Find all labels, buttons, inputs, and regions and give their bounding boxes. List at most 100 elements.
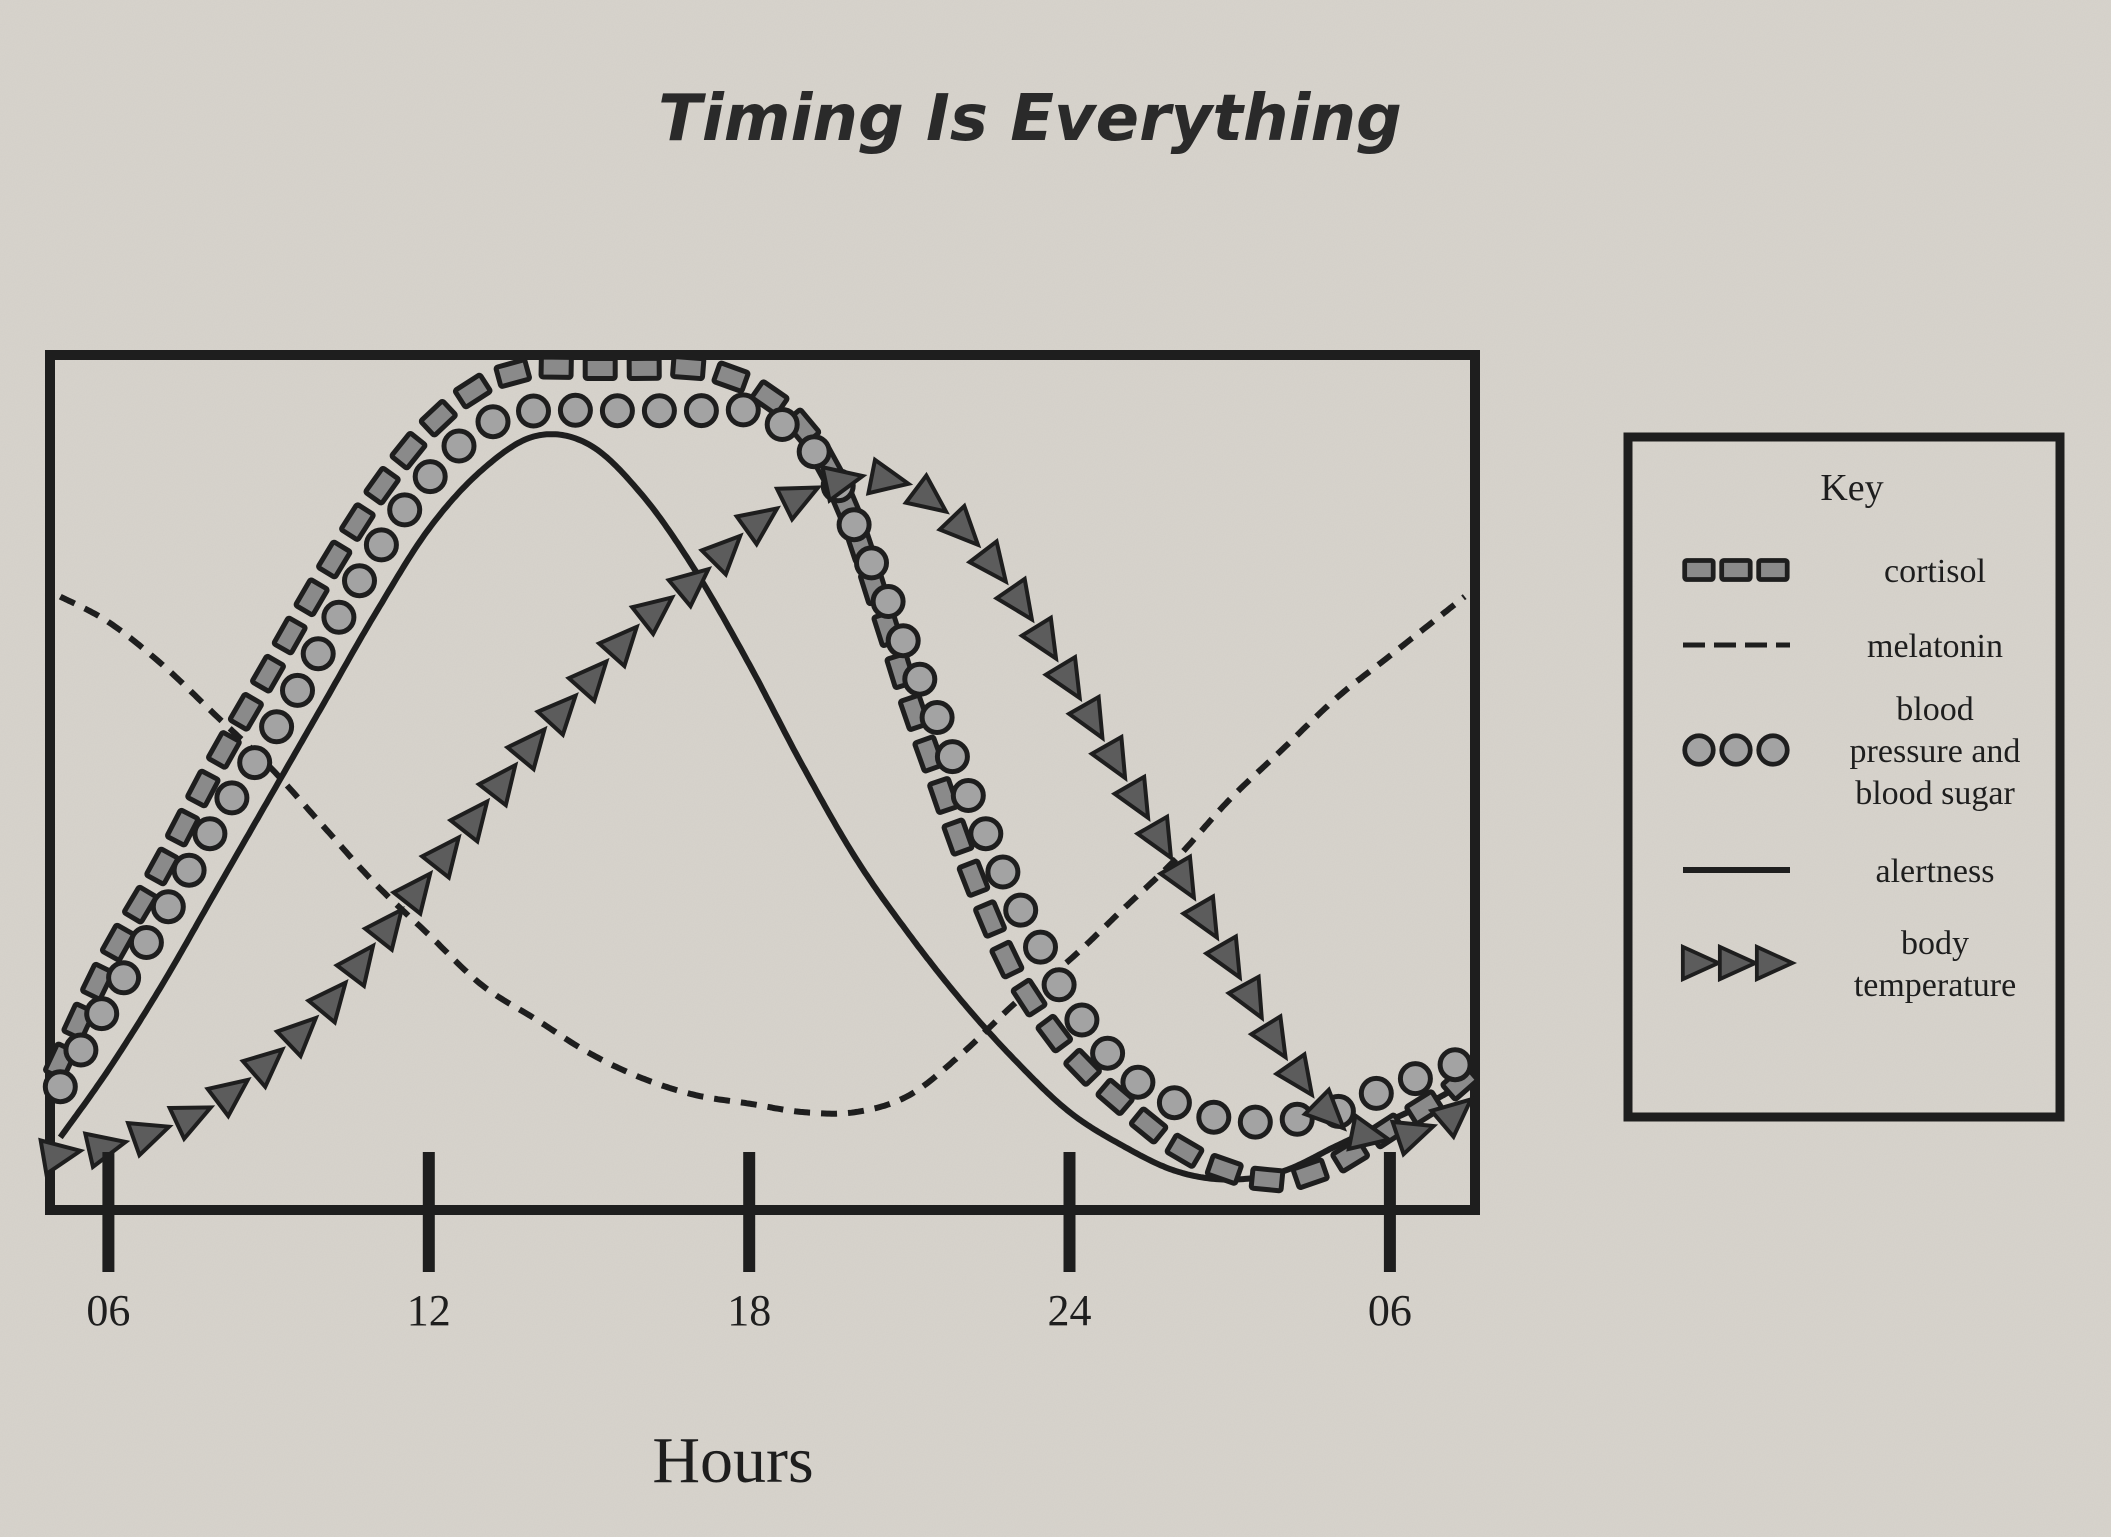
series-marker-blood-pressure-and-blood-sugar: [363, 527, 399, 563]
series-marker-cortisol: [1248, 1165, 1286, 1194]
series-marker-body-temperature: [166, 1105, 216, 1143]
series-marker-blood-pressure-and-blood-sugar: [1358, 1075, 1394, 1111]
series-marker-blood-pressure-and-blood-sugar: [885, 623, 921, 659]
legend-label: body temperature: [1854, 925, 2016, 1004]
series-marker-blood-pressure-and-blood-sugar: [1064, 1002, 1100, 1038]
series-marker-blood-pressure-and-blood-sugar: [150, 889, 186, 925]
legend-swatch-marker: [1719, 733, 1753, 767]
x-tick-label: 06: [86, 1286, 130, 1335]
series-marker-cortisol: [973, 899, 1007, 939]
series-marker-blood-pressure-and-blood-sugar: [968, 816, 1004, 852]
series-marker-cortisol: [626, 355, 662, 381]
series-marker-blood-pressure-and-blood-sugar: [1437, 1047, 1473, 1083]
series-marker-cortisol: [956, 858, 991, 898]
series-marker-cortisol: [711, 360, 751, 394]
series-marker-blood-pressure-and-blood-sugar: [475, 404, 511, 440]
series-marker-body-temperature: [733, 505, 781, 548]
series-marker-blood-pressure-and-blood-sugar: [192, 816, 228, 852]
series-marker-cortisol: [80, 961, 115, 1002]
legend-swatch: [1682, 558, 1790, 582]
series-marker-blood-pressure-and-blood-sugar: [516, 393, 551, 429]
series-marker-blood-pressure-and-blood-sugar: [106, 960, 142, 996]
series-marker-cortisol: [1063, 1047, 1102, 1087]
legend-label: melatonin: [1867, 628, 2003, 665]
series-marker-blood-pressure-and-blood-sugar: [985, 854, 1021, 890]
series-marker-cortisol: [452, 372, 493, 410]
series-marker-cortisol: [1404, 1089, 1444, 1126]
series-marker-blood-pressure-and-blood-sugar: [950, 778, 986, 813]
series-layer: [38, 354, 1480, 1194]
series-marker-cortisol: [1204, 1153, 1244, 1186]
series-marker-blood-pressure-and-blood-sugar: [1120, 1064, 1156, 1100]
legend-swatch-marker: [1717, 943, 1760, 983]
series-marker-blood-pressure-and-blood-sugar: [321, 599, 357, 635]
x-axis-label: Hours: [652, 1424, 813, 1497]
series-marker-body-temperature: [1225, 973, 1265, 1023]
series-marker-blood-pressure-and-blood-sugar: [725, 392, 761, 428]
series-marker-body-temperature: [628, 594, 676, 638]
series-marker-cortisol: [1010, 977, 1048, 1018]
series-marker-body-temperature: [418, 833, 462, 881]
series-marker-cortisol: [185, 768, 221, 809]
series-marker-body-temperature: [902, 471, 950, 515]
series-marker-blood-pressure-and-blood-sugar: [84, 996, 120, 1032]
legend-entry-melatonin: melatonin: [1683, 628, 2003, 665]
x-tick-label: 24: [1048, 1286, 1092, 1335]
series-marker-body-temperature: [1133, 813, 1174, 862]
series-marker-body-temperature: [1247, 1013, 1289, 1062]
series-marker-cortisol: [538, 354, 574, 380]
legend-entries: cortisol melatonin blood pressure and blood …: [1680, 553, 2020, 1004]
series-marker-body-temperature: [446, 797, 491, 845]
series-marker-body-temperature: [1272, 1051, 1315, 1099]
series-marker-cortisol: [1128, 1106, 1169, 1145]
series-marker-cortisol: [250, 653, 286, 694]
legend-swatch-marker: [1682, 733, 1716, 767]
series-marker-cortisol: [363, 465, 401, 506]
series-marker-body-temperature: [273, 1014, 320, 1060]
series-blood-pressure-and-blood-sugar: [42, 392, 1473, 1140]
series-marker-body-temperature: [1346, 1112, 1394, 1152]
series-marker-body-temperature: [1156, 853, 1197, 902]
legend-swatch-marker: [1680, 943, 1723, 983]
series-marker-body-temperature: [38, 1137, 86, 1178]
series-marker-body-temperature: [361, 905, 405, 954]
series-marker-blood-pressure-and-blood-sugar: [1237, 1104, 1273, 1140]
series-marker-blood-pressure-and-blood-sugar: [171, 852, 207, 888]
series-marker-blood-pressure-and-blood-sugar: [412, 459, 448, 495]
series-marker-blood-pressure-and-blood-sugar: [683, 393, 719, 429]
series-marker-blood-pressure-and-blood-sugar: [128, 925, 164, 960]
legend-frame: [1623, 432, 2065, 1122]
series-melatonin: [58, 593, 1467, 1117]
x-tick-label: 06: [1368, 1286, 1412, 1335]
series-marker-cortisol: [316, 539, 353, 580]
legend-label: cortisol: [1884, 553, 1986, 590]
series-marker-body-temperature: [1065, 693, 1105, 743]
legend-swatch-marker: [1756, 733, 1790, 767]
series-marker-body-temperature: [239, 1046, 286, 1091]
series-marker-body-temperature: [1427, 1096, 1475, 1141]
series-marker-body-temperature: [819, 464, 868, 504]
series-marker-body-temperature: [665, 566, 713, 610]
series-marker-body-temperature: [965, 537, 1009, 586]
series-marker-body-temperature: [595, 623, 640, 670]
series-marker-blood-pressure-and-blood-sugar: [854, 545, 889, 581]
series-marker-cortisol: [493, 357, 532, 389]
series-marker-blood-pressure-and-blood-sugar: [237, 745, 273, 781]
series-marker-cortisol: [989, 939, 1025, 980]
series-marker-body-temperature: [125, 1120, 174, 1159]
series-marker-blood-pressure-and-blood-sugar: [557, 392, 593, 428]
series-marker-blood-pressure-and-blood-sugar: [214, 780, 250, 816]
series-marker-blood-pressure-and-blood-sugar: [1397, 1061, 1433, 1097]
series-marker-body-temperature: [865, 456, 914, 496]
series-marker-blood-pressure-and-blood-sugar: [641, 393, 677, 429]
series-marker-blood-pressure-and-blood-sugar: [300, 636, 336, 672]
series-marker-blood-pressure-and-blood-sugar: [599, 393, 635, 429]
series-marker-blood-pressure-and-blood-sugar: [342, 563, 377, 599]
legend: Key cortisol melatonin blood pressure and bl…: [1623, 432, 2065, 1122]
series-marker-body-temperature: [304, 978, 349, 1026]
series-marker-blood-pressure-and-blood-sugar: [902, 661, 938, 697]
series-marker-cortisol: [99, 922, 136, 963]
series-marker-body-temperature: [503, 725, 548, 773]
legend-swatch-marker: [1682, 558, 1716, 582]
legend-entry-alertness: alertness: [1683, 853, 1994, 890]
